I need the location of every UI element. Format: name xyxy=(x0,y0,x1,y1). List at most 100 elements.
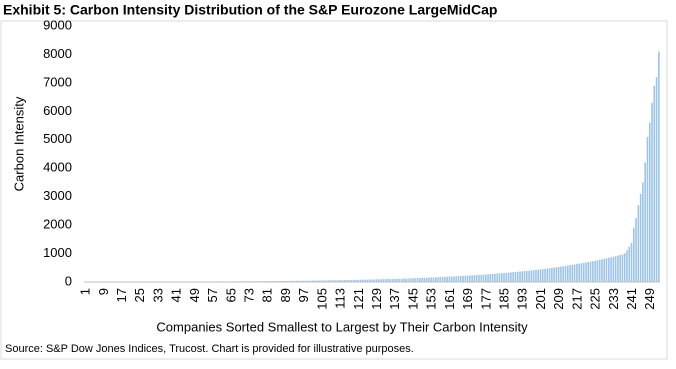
bar xyxy=(580,263,583,282)
bar xyxy=(633,227,635,282)
bar xyxy=(482,274,485,282)
x-tick-label: 145 xyxy=(405,288,420,310)
bar xyxy=(553,267,555,282)
bar xyxy=(642,182,644,282)
bar xyxy=(491,273,494,282)
bar xyxy=(384,279,387,282)
y-axis-title: Carbon Intensity xyxy=(11,96,26,191)
bar xyxy=(446,276,448,282)
bar xyxy=(516,271,519,282)
bar xyxy=(464,275,467,282)
bar xyxy=(321,280,323,282)
bar xyxy=(450,276,453,282)
bar xyxy=(614,256,617,282)
bar xyxy=(302,280,305,282)
bar xyxy=(500,273,503,282)
bar xyxy=(337,280,339,282)
x-tick-label: 161 xyxy=(442,288,457,310)
bar xyxy=(510,272,512,282)
bar xyxy=(628,246,631,282)
y-tick-label: 3000 xyxy=(43,188,72,203)
bar xyxy=(612,256,615,282)
bar xyxy=(530,270,533,282)
x-tick-label: 177 xyxy=(478,288,493,310)
y-tick-label: 1000 xyxy=(43,245,72,260)
bar xyxy=(523,271,526,282)
bar xyxy=(357,279,360,282)
bar xyxy=(573,264,576,282)
bar xyxy=(637,205,640,282)
bar xyxy=(378,279,380,282)
x-tick-label: 89 xyxy=(278,288,293,302)
bar xyxy=(521,271,524,282)
x-tick-label: 57 xyxy=(205,288,220,302)
bar xyxy=(334,280,337,282)
bar xyxy=(318,280,321,282)
bar xyxy=(289,280,291,282)
y-tick-label: 6000 xyxy=(43,103,72,118)
bar xyxy=(430,277,432,282)
bar xyxy=(585,262,587,282)
bar xyxy=(466,275,469,282)
x-tick-label: 33 xyxy=(150,288,165,302)
x-tick-label: 153 xyxy=(424,288,439,310)
bar xyxy=(644,162,646,282)
bar xyxy=(341,280,344,282)
bar xyxy=(485,274,487,282)
bar xyxy=(437,277,439,282)
bar xyxy=(605,258,608,282)
bar xyxy=(362,279,364,282)
bar xyxy=(603,258,606,282)
bar xyxy=(325,280,328,282)
x-tick-label: 217 xyxy=(569,288,584,310)
y-tick-label: 7000 xyxy=(43,74,72,89)
bar xyxy=(441,276,444,282)
bar xyxy=(623,253,626,282)
bar xyxy=(387,279,389,282)
x-tick-label: 209 xyxy=(551,288,566,310)
x-tick-label: 249 xyxy=(642,288,657,310)
bar xyxy=(421,277,423,282)
bar xyxy=(505,272,508,282)
bar xyxy=(391,278,394,282)
bar xyxy=(601,259,603,282)
bar xyxy=(405,278,407,282)
x-tick-label: 241 xyxy=(624,288,639,310)
bar xyxy=(503,273,505,282)
bar xyxy=(382,279,385,282)
bar xyxy=(566,265,569,282)
bar xyxy=(312,280,314,282)
source-note: Source: S&P Dow Jones Indices, Trucost. … xyxy=(5,343,414,355)
bar xyxy=(286,280,289,282)
bar xyxy=(284,280,287,282)
bar xyxy=(307,280,310,282)
x-tick-label: 17 xyxy=(114,288,129,302)
bar xyxy=(528,270,530,282)
chart-title: Exhibit 5: Carbon Intensity Distribution… xyxy=(3,2,497,18)
bar xyxy=(541,269,544,282)
bar xyxy=(380,279,382,282)
bar xyxy=(562,266,565,282)
bar xyxy=(332,280,335,282)
x-tick-label: 41 xyxy=(169,288,184,302)
bar xyxy=(459,276,462,282)
bar xyxy=(532,270,535,282)
bar xyxy=(544,268,546,282)
bar xyxy=(355,279,357,282)
x-tick-label: 233 xyxy=(606,288,621,310)
y-tick-label: 2000 xyxy=(43,217,72,232)
bar xyxy=(507,272,510,282)
bar xyxy=(578,263,580,282)
bar xyxy=(630,242,633,282)
bar xyxy=(473,275,476,282)
bar xyxy=(560,266,562,282)
bar xyxy=(658,51,660,282)
x-tick-label: 225 xyxy=(588,288,603,310)
bar xyxy=(519,271,521,282)
bar xyxy=(589,261,592,282)
x-tick-label: 113 xyxy=(333,288,348,309)
bar xyxy=(555,267,558,282)
bar xyxy=(475,275,478,282)
bar xyxy=(375,279,378,282)
bar xyxy=(455,276,458,282)
